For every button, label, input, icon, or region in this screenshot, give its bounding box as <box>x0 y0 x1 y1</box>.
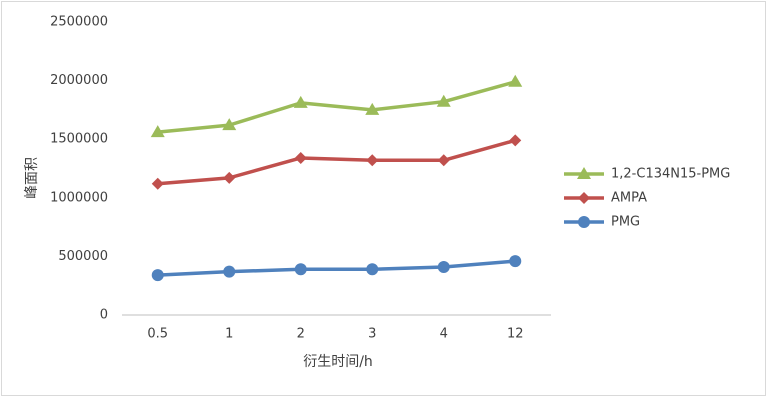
marker <box>151 177 164 190</box>
marker <box>293 95 308 108</box>
marker <box>509 134 522 147</box>
series-line <box>157 80 516 134</box>
marker <box>366 263 379 276</box>
y-tick-label: 1000000 <box>50 190 108 205</box>
marker <box>578 216 590 228</box>
marker <box>151 269 164 282</box>
marker <box>508 74 523 87</box>
marker <box>366 154 379 167</box>
marker <box>436 94 451 107</box>
marker <box>577 167 591 179</box>
marker <box>437 260 450 273</box>
x-tick-label: 1 <box>225 327 233 342</box>
x-axis-title: 衍生时间/h <box>303 354 373 370</box>
y-tick-label: 1500000 <box>50 132 108 147</box>
y-tick-label: 0 <box>100 308 108 323</box>
y-tick-label: 2500000 <box>50 15 108 30</box>
marker <box>365 102 380 115</box>
y-tick-label: 500000 <box>58 249 108 264</box>
y-axis-title: 峰面积 <box>24 157 40 199</box>
marker <box>150 125 165 138</box>
marker <box>294 263 307 276</box>
series-line <box>157 259 516 277</box>
legend-label: 1,2-C134N15-PMG <box>611 167 730 182</box>
x-tick-label: 4 <box>440 327 448 342</box>
marker <box>509 255 522 268</box>
marker <box>294 151 307 164</box>
marker <box>222 118 237 131</box>
x-tick-label: 12 <box>507 327 524 342</box>
marker <box>437 154 450 167</box>
marker <box>578 192 590 204</box>
legend-label: PMG <box>611 215 640 230</box>
marker <box>223 171 236 184</box>
marker <box>223 265 236 278</box>
series-line <box>157 138 516 186</box>
x-tick-label: 0.5 <box>147 327 168 342</box>
x-tick-label: 3 <box>368 327 376 342</box>
legend-label: AMPA <box>611 191 647 206</box>
x-tick-label: 2 <box>297 327 305 342</box>
y-tick-label: 2000000 <box>50 73 108 88</box>
